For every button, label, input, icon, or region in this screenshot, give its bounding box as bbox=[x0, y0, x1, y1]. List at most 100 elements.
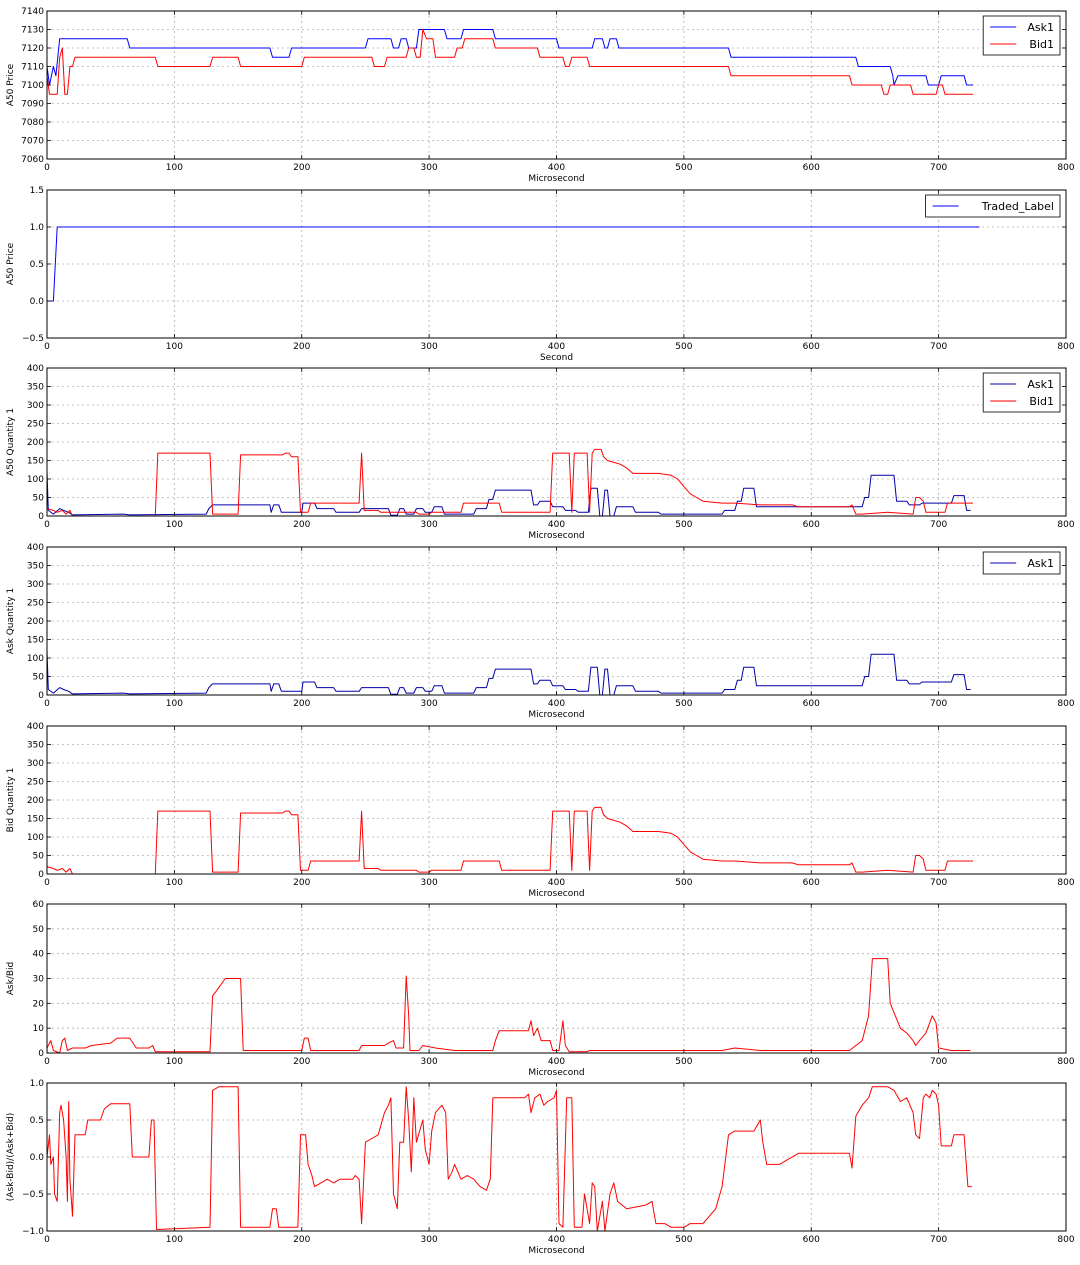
x-tick-label: 400 bbox=[548, 342, 565, 352]
x-tick-label: 500 bbox=[675, 878, 692, 888]
chart-panel-3: 0 100 200 300 400 500 600 700 800 0 50 100 150 200 250… bbox=[6, 364, 1075, 541]
y-tick-label: 1.0 bbox=[30, 1079, 45, 1089]
y-tick-label: −0.5 bbox=[22, 1190, 44, 1200]
x-tick-label: 700 bbox=[930, 520, 947, 530]
y-axis-label: Bid Quantity 1 bbox=[6, 768, 16, 833]
x-tick-label: 200 bbox=[293, 520, 310, 530]
legend-label-ask1: Ask1 bbox=[1027, 557, 1054, 570]
y-tick-label: 100 bbox=[27, 654, 44, 664]
x-tick-label: 400 bbox=[548, 699, 565, 709]
y-tick-label: 350 bbox=[27, 562, 44, 572]
chart-panel-5: 0 100 200 300 400 500 600 700 800 0 50 100 150 200 250… bbox=[6, 722, 1075, 899]
y-tick-label: 50 bbox=[33, 673, 45, 683]
x-tick-label: 300 bbox=[421, 520, 438, 530]
y-tick-label: 7100 bbox=[21, 81, 44, 91]
y-tick-label: 350 bbox=[27, 741, 44, 751]
x-tick-label: 500 bbox=[675, 1057, 692, 1067]
x-tick-label: 200 bbox=[293, 163, 310, 173]
x-tick-label: 500 bbox=[675, 699, 692, 709]
x-tick-label: 700 bbox=[930, 342, 947, 352]
x-tick-label: 300 bbox=[421, 1057, 438, 1067]
x-tick-label: 0 bbox=[44, 1235, 50, 1245]
x-tick-label: 100 bbox=[166, 163, 183, 173]
x-tick-label: 200 bbox=[293, 1235, 310, 1245]
y-tick-label: 30 bbox=[33, 975, 45, 985]
x-tick-label: 300 bbox=[421, 342, 438, 352]
y-tick-label: 0.0 bbox=[30, 297, 45, 307]
x-tick-label: 800 bbox=[1057, 342, 1074, 352]
x-tick-label: 300 bbox=[421, 878, 438, 888]
series-line-bid1 bbox=[46, 29, 973, 95]
x-tick-label: 0 bbox=[44, 163, 50, 173]
x-tick-label: 300 bbox=[421, 1235, 438, 1245]
legend-label-bid1: Bid1 bbox=[1029, 38, 1054, 51]
y-tick-label: 400 bbox=[27, 364, 44, 374]
y-tick-label: 0 bbox=[38, 1049, 44, 1059]
x-tick-label: 100 bbox=[166, 520, 183, 530]
y-tick-label: 7120 bbox=[21, 44, 44, 54]
series-line-value bbox=[46, 1086, 972, 1232]
y-tick-label: 300 bbox=[27, 401, 44, 411]
y-tick-label: −0.5 bbox=[22, 334, 44, 344]
chart-panel-4: 0 100 200 300 400 500 600 700 800 0 50 100 150 200 250… bbox=[6, 543, 1075, 720]
y-tick-label: 0.5 bbox=[30, 1116, 44, 1126]
x-tick-label: 500 bbox=[675, 520, 692, 530]
legend-label-traded_label: Traded_Label bbox=[981, 200, 1054, 213]
y-tick-label: 100 bbox=[27, 475, 44, 485]
x-tick-label: 600 bbox=[803, 1057, 820, 1067]
y-tick-label: 200 bbox=[27, 796, 44, 806]
x-tick-label: 800 bbox=[1057, 878, 1074, 888]
y-axis-label: A50 Price bbox=[6, 63, 16, 106]
x-tick-label: 700 bbox=[930, 163, 947, 173]
chart-panel-6: 0 100 200 300 400 500 600 700 800 0 10 20 30 40 50 60 Mi… bbox=[6, 900, 1075, 1078]
y-tick-label: 300 bbox=[27, 580, 44, 590]
y-axis-label: A50 Quantity 1 bbox=[6, 408, 16, 476]
x-tick-label: 500 bbox=[675, 1235, 692, 1245]
y-tick-label: 250 bbox=[27, 420, 44, 430]
x-axis-label: Microsecond bbox=[528, 1246, 584, 1256]
y-tick-label: 40 bbox=[33, 950, 45, 960]
x-tick-label: 600 bbox=[803, 1235, 820, 1245]
x-tick-label: 500 bbox=[675, 163, 692, 173]
x-tick-label: 600 bbox=[803, 342, 820, 352]
y-tick-label: 0 bbox=[38, 691, 44, 701]
y-axis-label: A50 Price bbox=[6, 242, 16, 285]
y-axis-label: (Ask-Bid)/(Ask+Bid) bbox=[6, 1113, 16, 1201]
y-tick-label: 150 bbox=[27, 815, 44, 825]
x-tick-label: 800 bbox=[1057, 520, 1074, 530]
x-tick-label: 800 bbox=[1057, 699, 1074, 709]
x-tick-label: 600 bbox=[803, 163, 820, 173]
x-tick-label: 0 bbox=[44, 342, 50, 352]
x-tick-label: 100 bbox=[166, 699, 183, 709]
x-axis-label: Microsecond bbox=[528, 174, 584, 184]
y-tick-label: 400 bbox=[27, 543, 44, 553]
chart-panel-7: 0 100 200 300 400 500 600 700 800 −1.0 −0.5 0.0 0.5 1… bbox=[6, 1079, 1075, 1256]
series-line-ask1 bbox=[46, 471, 971, 517]
y-tick-label: 50 bbox=[33, 925, 45, 935]
x-tick-label: 100 bbox=[166, 878, 183, 888]
y-axis-label: Ask/Bid bbox=[6, 962, 16, 995]
x-tick-label: 100 bbox=[166, 1057, 183, 1067]
y-tick-label: 10 bbox=[33, 1024, 45, 1034]
x-tick-label: 800 bbox=[1057, 163, 1074, 173]
x-axis-label: Second bbox=[540, 353, 573, 363]
y-tick-label: 7060 bbox=[21, 155, 44, 165]
y-tick-label: 1.5 bbox=[30, 186, 44, 196]
x-tick-label: 0 bbox=[44, 1057, 50, 1067]
y-tick-label: 60 bbox=[33, 900, 45, 910]
y-axis-label: Ask Quantity 1 bbox=[6, 588, 16, 654]
y-tick-label: 50 bbox=[33, 494, 45, 504]
x-tick-label: 200 bbox=[293, 699, 310, 709]
y-tick-label: 0.0 bbox=[30, 1153, 45, 1163]
y-tick-label: 200 bbox=[27, 438, 44, 448]
y-tick-label: 0.5 bbox=[30, 260, 44, 270]
legend-box bbox=[982, 15, 1061, 56]
y-tick-label: 0 bbox=[38, 512, 44, 522]
legend: Ask1 bbox=[982, 551, 1061, 575]
x-axis-label: Microsecond bbox=[528, 889, 584, 899]
x-tick-label: 700 bbox=[930, 699, 947, 709]
legend-label-ask1: Ask1 bbox=[1027, 378, 1054, 391]
x-tick-label: 800 bbox=[1057, 1057, 1074, 1067]
legend-box bbox=[982, 551, 1061, 575]
